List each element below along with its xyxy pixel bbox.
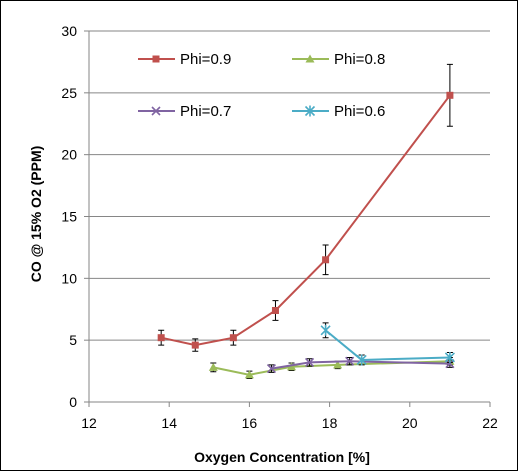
marker-stroke [304,105,316,117]
marker-stroke [320,324,331,336]
series-phi-0-9 [157,63,454,352]
data-point [229,334,237,342]
data-point [157,334,165,342]
x-tick-label: 22 [482,415,498,431]
legend-marker [152,55,160,63]
legend-label: Phi=0.9 [180,51,231,68]
data-point [191,341,199,349]
data-point [446,91,454,99]
y-tick-label: 25 [61,85,77,101]
y-tick-label: 15 [61,209,77,225]
legend-item: Phi=0.6 [292,103,385,120]
series-phi-0-6 [320,322,455,366]
data-point [271,306,279,314]
legend-item: Phi=0.8 [292,51,385,68]
data-point [320,324,331,336]
marker-stroke [345,356,355,366]
x-axis-title: Oxygen Concentration [%] [194,449,370,465]
legend-marker [151,106,161,116]
series-line [271,360,450,370]
data-point [304,357,315,367]
data-point [356,354,367,366]
series-line [160,94,451,347]
data-point [244,370,254,379]
y-tick-label: 10 [61,270,77,286]
x-tick-label: 16 [242,415,258,431]
legend-label: Phi=0.7 [180,103,231,120]
marker-stroke [266,364,277,374]
data-point [333,360,343,369]
data-point [444,351,455,363]
x-tick-label: 20 [402,415,418,431]
data-point [345,356,355,366]
legend-label: Phi=0.8 [334,51,385,68]
legend-item: Phi=0.7 [138,103,231,120]
x-tick-label: 18 [322,415,338,431]
y-axis-title: CO @ 15% O2 (PPM) [28,146,44,283]
grid-lines [89,30,490,341]
series-line [324,329,450,361]
data-point [266,364,277,374]
y-tick-label: 5 [69,332,77,348]
series-phi-0-8 [208,356,455,380]
y-tick-label: 0 [69,394,77,410]
y-tick-label: 20 [61,147,77,163]
marker-stroke [444,351,455,363]
x-tick-label: 14 [161,415,177,431]
data-point [208,362,218,371]
legend-item: Phi=0.9 [138,51,231,68]
legend-label: Phi=0.6 [334,103,385,120]
axes: 0 5 10 15 20 25 30 12 14 16 18 20 22 [61,23,498,431]
x-tick-label: 12 [81,415,97,431]
legend-marker [304,105,316,117]
marker-stroke [304,357,315,367]
marker-stroke [151,106,161,116]
data-point [322,256,330,264]
y-tick-label: 30 [61,23,77,39]
series-group [157,63,455,380]
marker-stroke [356,354,367,366]
legend: Phi=0.9 Phi=0.8 Phi=0.7 Phi=0.6 [138,51,385,120]
legend-marker [305,54,315,63]
